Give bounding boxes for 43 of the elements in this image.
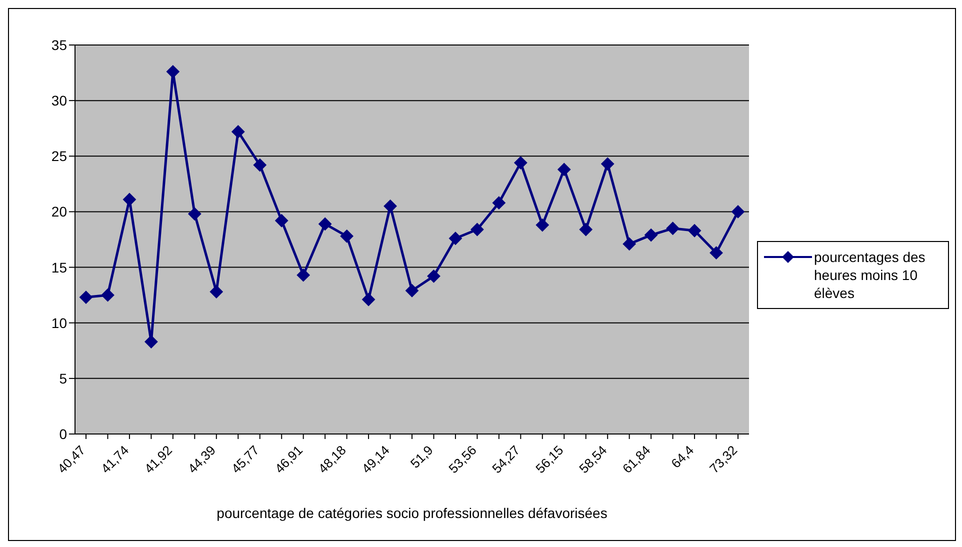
point	[448, 232, 462, 245]
point	[406, 284, 418, 298]
point	[601, 157, 614, 170]
point	[122, 192, 136, 206]
point	[732, 205, 744, 218]
point	[210, 285, 223, 298]
point	[144, 335, 158, 348]
point	[101, 288, 114, 302]
point	[232, 125, 245, 138]
point	[384, 200, 397, 213]
point	[514, 156, 528, 170]
point	[666, 222, 680, 235]
point	[275, 214, 288, 228]
x-axis-title: pourcentage de catégories socio professionnelles défavorisées	[216, 505, 608, 521]
point	[688, 224, 702, 238]
point	[622, 237, 636, 250]
point	[340, 230, 354, 243]
point	[427, 270, 440, 283]
point	[318, 217, 332, 230]
point	[362, 293, 376, 306]
y-tick-label: 25	[51, 148, 68, 164]
point	[644, 228, 658, 242]
point	[188, 207, 202, 220]
point	[536, 218, 549, 232]
point	[253, 158, 266, 172]
point	[470, 222, 484, 236]
point	[558, 162, 571, 176]
legend-label: pourcentages des heures moins 10 élèves	[814, 248, 926, 302]
point	[492, 196, 506, 210]
x-tick-label: 51,9	[407, 442, 436, 472]
point	[80, 290, 92, 304]
x-tick-label: 64,4	[668, 442, 697, 472]
y-tick-label: 5	[59, 370, 68, 386]
point	[710, 246, 723, 260]
y-tick-label: 0	[59, 426, 68, 442]
point	[579, 222, 592, 236]
y-tick-label: 10	[51, 314, 68, 331]
y-tick-label: 15	[51, 259, 68, 276]
y-tick-label: 20	[51, 204, 68, 220]
y-tick-label: 30	[51, 92, 68, 109]
point	[296, 268, 310, 282]
point	[166, 65, 180, 78]
y-tick-label: 35	[51, 36, 68, 53]
